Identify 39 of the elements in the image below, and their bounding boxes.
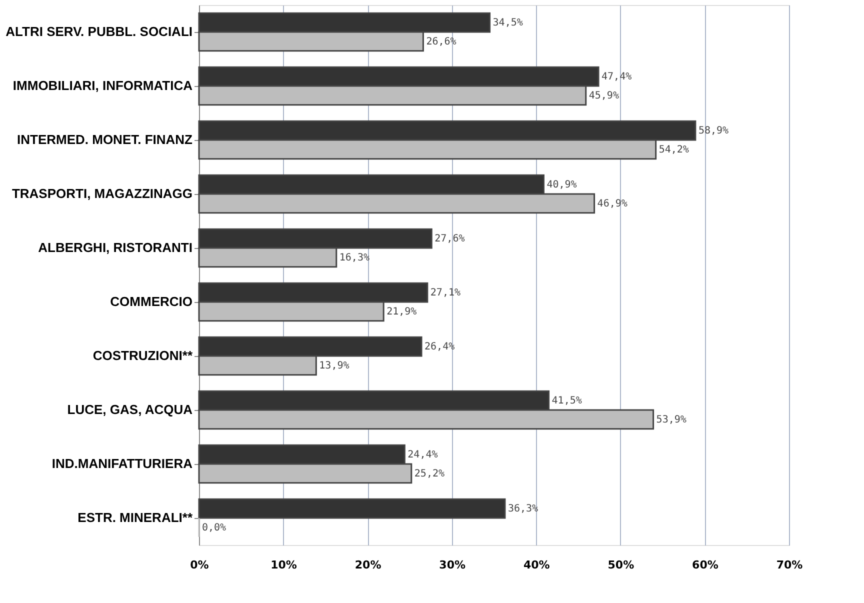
x-tick-label: 50% xyxy=(608,558,634,572)
data-label: 41,5% xyxy=(552,396,582,407)
data-label: 46,9% xyxy=(597,198,628,210)
y-tick-label: IMMOBILIARI, INFORMATICA xyxy=(12,78,194,93)
y-tick-label: ALTRI SERV. PUBBL. SOCIALI xyxy=(6,24,192,39)
y-tick-label: IND.MANIFATTURIERA xyxy=(52,456,194,471)
x-tick-label: 10% xyxy=(270,558,297,572)
x-tick-label: 70% xyxy=(776,558,803,572)
y-tick-label: TRASPORTI, MAGAZZINAGG xyxy=(12,186,192,201)
data-label: 53,9% xyxy=(656,414,686,426)
data-label: 27,6% xyxy=(434,234,465,245)
data-label: 34,5% xyxy=(492,18,523,29)
x-tick-label: 20% xyxy=(354,558,382,572)
y-tick-label: INTERMED. MONET. FINANZ xyxy=(17,132,193,147)
data-label: 36,3% xyxy=(508,504,538,515)
data-label: 21,9% xyxy=(386,306,417,318)
data-label: 0,0% xyxy=(202,522,226,534)
x-tick-label: 30% xyxy=(439,558,466,572)
data-label: 26,6% xyxy=(426,36,456,48)
data-label: 13,9% xyxy=(319,360,350,372)
x-tick-label: 60% xyxy=(692,558,718,572)
x-tick-label: 40% xyxy=(523,558,550,572)
y-tick-label: COSTRUZIONI** xyxy=(92,348,194,363)
y-tick-label: COMMERCIO xyxy=(110,294,192,309)
data-label: 26,4% xyxy=(424,342,455,353)
y-tick-label: LUCE, GAS, ACQUA xyxy=(67,402,194,417)
data-label: 16,3% xyxy=(339,252,370,264)
data-label: 25,2% xyxy=(414,468,445,480)
data-label: 24,4% xyxy=(408,450,438,461)
data-label: 45,9% xyxy=(588,90,619,102)
data-label: 58,9% xyxy=(698,126,729,137)
y-tick-label: ALBERGHI, RISTORANTI xyxy=(38,240,192,255)
y-tick-label: ESTR. MINERALI** xyxy=(78,510,194,525)
data-label: 40,9% xyxy=(546,180,577,191)
data-label: 47,4% xyxy=(602,72,632,83)
data-label: 27,1% xyxy=(430,288,461,299)
data-label: 54,2% xyxy=(658,144,689,156)
bar xyxy=(198,498,506,519)
x-tick-label: 0% xyxy=(190,558,209,572)
